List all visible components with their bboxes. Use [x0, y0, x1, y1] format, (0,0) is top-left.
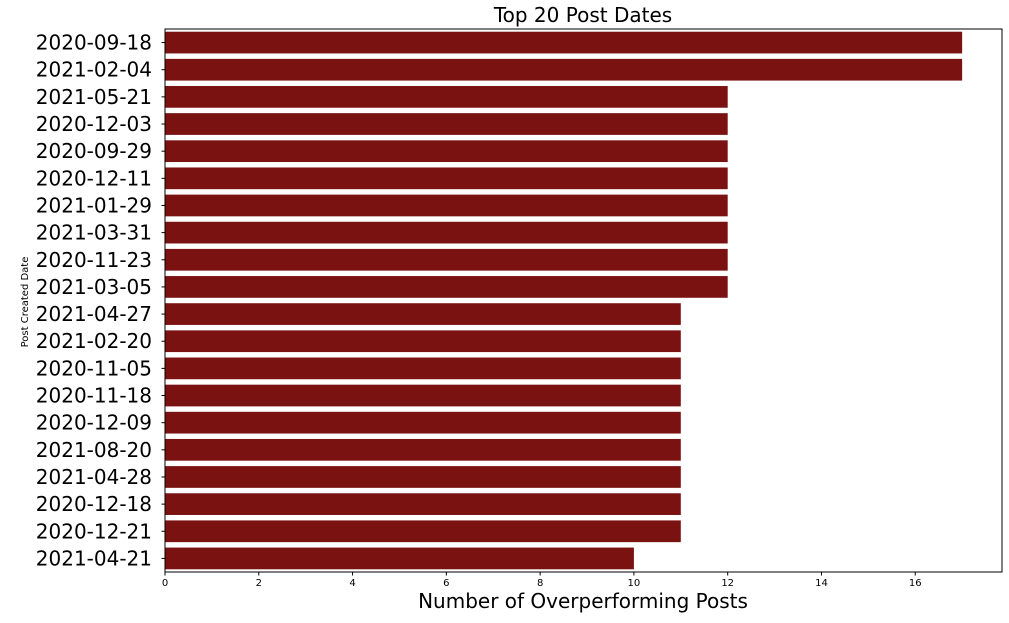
y-tick-labels: 2020-09-18 2021-02-04 2021-05-21 2020-12-03…	[36, 31, 165, 570]
x-tick-label: 8	[537, 578, 543, 589]
bar-2021-04-28	[165, 466, 681, 488]
y-tick-label: 2020-11-05	[36, 356, 152, 380]
bar-2020-11-05	[165, 357, 681, 380]
y-tick-label: 2021-01-29	[36, 193, 152, 217]
bar-2021-04-27	[165, 303, 681, 325]
y-tick-label: 2021-08-20	[36, 438, 152, 462]
bar-2020-09-29	[165, 140, 728, 163]
x-tick-label: 10	[628, 578, 641, 589]
bar-2020-12-09	[165, 411, 681, 434]
y-tick-label: 2020-12-21	[36, 519, 152, 543]
bar-2020-11-23	[165, 248, 728, 271]
x-tick-label: 2	[256, 578, 262, 589]
bar-2021-01-29	[165, 194, 728, 217]
y-tick-label: 2020-12-18	[36, 492, 152, 516]
y-tick-label: 2020-12-11	[36, 166, 152, 190]
bar-2020-12-21	[165, 520, 681, 543]
bar-2020-11-18	[165, 384, 681, 407]
bar-2020-12-18	[165, 493, 681, 515]
bar-2021-08-20	[165, 438, 681, 461]
y-tick-label: 2021-05-21	[36, 85, 152, 109]
chart-title: Top 20 Post Dates	[493, 3, 672, 27]
bar-2020-09-18	[165, 31, 963, 54]
bar-2021-04-21	[165, 547, 634, 570]
y-tick-label: 2020-12-09	[36, 411, 152, 435]
x-tick-label: 4	[349, 578, 355, 589]
bar-2021-03-31	[165, 221, 728, 244]
y-tick-label: 2021-04-21	[36, 546, 152, 570]
plot-frame	[164, 28, 1003, 573]
y-tick-label: 2021-04-27	[36, 302, 152, 326]
x-tick-labels: 0 2 4 6 8 10 12 14 16	[162, 572, 922, 589]
bar-2021-03-05	[165, 276, 728, 298]
y-tick-label: 2021-02-04	[36, 58, 152, 82]
bar-2020-12-03	[165, 113, 728, 135]
y-tick-label: 2020-12-03	[36, 112, 152, 136]
y-tick-label: 2021-02-20	[36, 329, 152, 353]
x-tick-label: 12	[721, 578, 734, 589]
x-tick-label: 14	[815, 578, 828, 589]
y-tick-label: 2020-09-18	[36, 31, 152, 55]
bar-2021-05-21	[165, 86, 728, 108]
bars-layer	[165, 31, 963, 570]
y-axis-label: Post Created Date	[20, 257, 31, 348]
y-tick-label: 2021-03-31	[36, 221, 152, 245]
y-tick-label: 2020-11-18	[36, 384, 152, 408]
bar-2021-02-20	[165, 330, 681, 353]
y-tick-label: 2020-09-29	[36, 139, 152, 163]
y-tick-label: 2021-04-28	[36, 465, 152, 489]
x-tick-label: 0	[162, 578, 168, 589]
bar-2020-12-11	[165, 167, 728, 190]
bar-2021-02-04	[165, 58, 963, 81]
x-tick-label: 16	[909, 578, 922, 589]
y-tick-label: 2020-11-23	[36, 248, 152, 272]
x-tick-label: 6	[443, 578, 449, 589]
y-tick-label: 2021-03-05	[36, 275, 152, 299]
x-axis-label: Number of Overperforming Posts	[418, 589, 748, 613]
